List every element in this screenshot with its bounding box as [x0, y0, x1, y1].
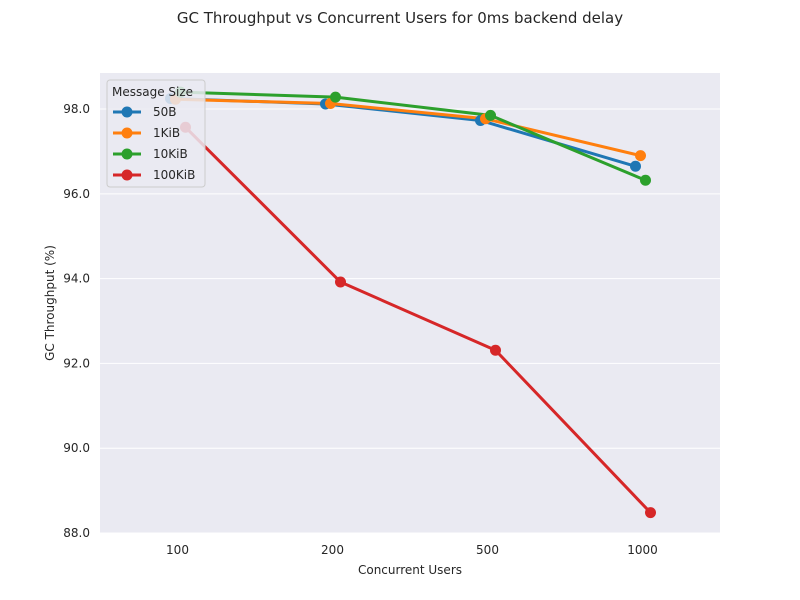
data-point-100KiB [490, 344, 501, 356]
y-tick-label: 90.0 [63, 441, 90, 455]
x-tick-label: 500 [476, 543, 499, 557]
y-tick-label: 98.0 [63, 102, 90, 116]
x-axis: 100 200 500 1000 [166, 543, 658, 557]
y-tick-label: 88.0 [63, 526, 90, 540]
data-point-100KiB [335, 276, 346, 288]
legend-label-1KiB: 1KiB [153, 126, 180, 140]
y-tick-label: 92.0 [63, 356, 90, 370]
x-tick-label: 1000 [627, 543, 658, 557]
chart-title: GC Throughput vs Concurrent Users for 0m… [177, 9, 623, 27]
legend-label-100KiB: 100KiB [153, 168, 195, 182]
series-lines [170, 90, 652, 514]
data-point-100KiB [645, 507, 656, 519]
series-line-10KiB [180, 90, 647, 182]
x-tick-label: 100 [166, 543, 189, 557]
data-point-50B [630, 160, 641, 172]
data-point-1KiB [635, 150, 646, 162]
data-point-10KiB [640, 174, 651, 186]
y-axis-label: GC Throughput (%) [43, 245, 57, 361]
y-tick-label: 94.0 [63, 272, 90, 286]
legend-marker-1KiB [121, 127, 133, 139]
data-point-10KiB [485, 109, 496, 121]
data-point-10KiB [330, 91, 341, 103]
legend-title: Message Size [112, 85, 193, 99]
legend-marker-10KiB [121, 148, 133, 160]
legend-label-10KiB: 10KiB [153, 147, 188, 161]
series-line-100KiB [184, 126, 652, 514]
x-axis-label: Concurrent Users [358, 563, 462, 577]
y-tick-label: 96.0 [63, 187, 90, 201]
legend-marker-50B [121, 106, 133, 118]
legend-label-50B: 50B [153, 105, 177, 119]
legend-marker-100KiB [121, 169, 133, 181]
gridlines [100, 108, 720, 534]
x-tick-label: 200 [321, 543, 344, 557]
legend-box [106, 79, 206, 188]
legend: Message Size 50B 1KiB 10KiB 100KiB [106, 79, 206, 188]
y-axis: 88.0 90.0 92.0 94.0 96.0 98.0 [63, 102, 90, 540]
series-line-1KiB [175, 97, 641, 158]
